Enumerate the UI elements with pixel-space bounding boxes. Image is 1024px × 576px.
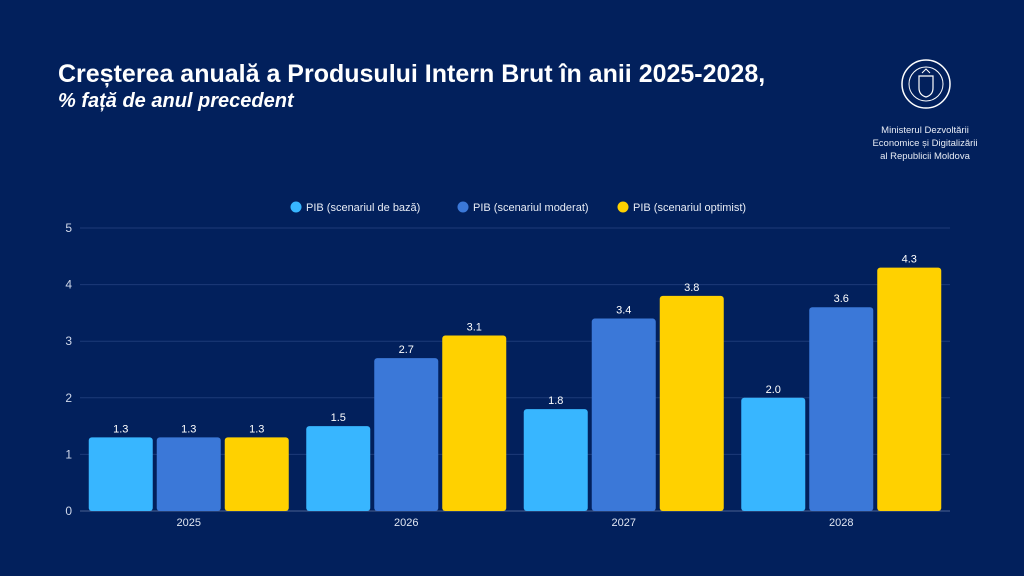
bar xyxy=(523,409,588,511)
bar xyxy=(659,295,724,511)
bar xyxy=(741,397,806,511)
x-tick-label: 2026 xyxy=(394,517,418,529)
bar xyxy=(877,267,942,511)
data-label: 3.1 xyxy=(467,322,482,334)
ministry-line: al Republicii Moldova xyxy=(880,151,970,162)
legend-marker xyxy=(290,201,302,213)
data-label: 3.4 xyxy=(616,305,631,317)
bar xyxy=(374,358,439,511)
x-tick-label: 2028 xyxy=(829,517,853,529)
bar xyxy=(224,437,289,511)
y-tick-label: 5 xyxy=(65,221,72,235)
ministry-line: Ministerul Dezvoltării xyxy=(881,125,969,136)
data-label: 4.3 xyxy=(902,254,917,266)
legend-label: PIB (scenariul optimist) xyxy=(633,202,746,214)
government-seal-icon xyxy=(901,59,951,109)
data-label: 3.6 xyxy=(834,293,849,305)
data-label: 1.3 xyxy=(113,423,128,435)
ministry-name: Ministerul Dezvoltării Economice și Digi… xyxy=(850,124,1000,163)
chart-subtitle: % față de anul precedent xyxy=(58,90,294,112)
y-tick-label: 4 xyxy=(65,278,72,292)
bar xyxy=(809,307,874,511)
y-tick-label: 0 xyxy=(65,504,72,518)
y-tick-label: 2 xyxy=(65,391,72,405)
x-tick-label: 2025 xyxy=(177,517,201,529)
data-label: 1.5 xyxy=(331,412,346,424)
bar xyxy=(88,437,153,511)
y-tick-label: 1 xyxy=(65,447,72,461)
legend-label: PIB (scenariul moderat) xyxy=(473,202,589,214)
legend-marker xyxy=(617,201,629,213)
bar xyxy=(442,335,507,511)
data-label: 3.8 xyxy=(684,282,699,294)
legend-label: PIB (scenariul de bază) xyxy=(306,202,420,214)
legend-marker xyxy=(457,201,469,213)
data-label: 2.0 xyxy=(766,384,781,396)
bar xyxy=(591,318,656,511)
ministry-line: Economice și Digitalizării xyxy=(872,138,978,149)
y-tick-label: 3 xyxy=(65,334,72,348)
bar xyxy=(156,437,221,511)
data-label: 1.3 xyxy=(249,423,264,435)
data-label: 1.8 xyxy=(548,395,563,407)
data-label: 2.7 xyxy=(399,344,414,356)
x-tick-label: 2027 xyxy=(612,517,636,529)
data-label: 1.3 xyxy=(181,423,196,435)
bar xyxy=(306,426,371,511)
chart-title: Creșterea anuală a Produsului Intern Bru… xyxy=(58,60,766,88)
